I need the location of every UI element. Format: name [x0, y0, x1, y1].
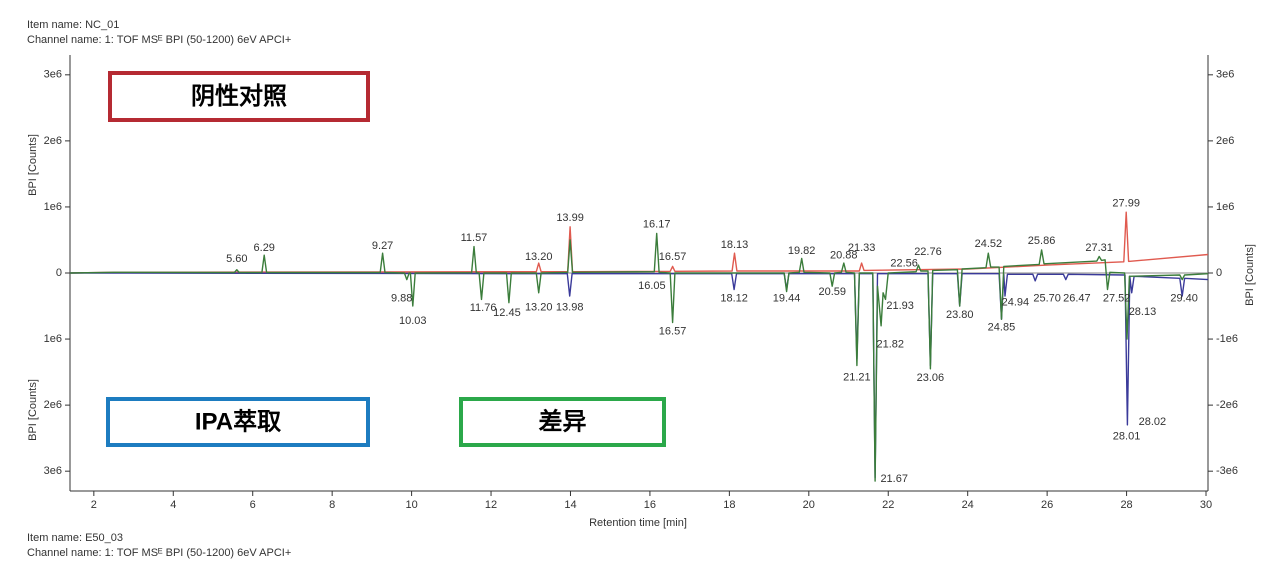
y-axis-label: BPI [Counts] [27, 379, 39, 441]
peak-label: 11.57 [461, 232, 488, 244]
y2-tick-label: -1e6 [1216, 333, 1238, 345]
x-tick-label: 2 [91, 499, 97, 511]
peak-label: 27.99 [1112, 198, 1140, 210]
y2-tick-label: -3e6 [1216, 465, 1238, 477]
peak-label: 10.03 [399, 315, 427, 327]
peak-label: 19.82 [788, 245, 816, 257]
x-tick-label: 30 [1200, 499, 1212, 511]
peak-label: 24.94 [1002, 297, 1030, 309]
x-axis-label: Retention time [min] [589, 517, 687, 529]
peak-label: 20.59 [818, 286, 846, 298]
x-tick-label: 6 [250, 499, 256, 511]
y-tick-label: 3e6 [44, 69, 62, 81]
peak-label: 6.29 [254, 242, 275, 254]
peak-label: 13.98 [556, 301, 584, 313]
peak-label: 22.56 [890, 258, 918, 270]
peak-label: 21.33 [848, 242, 876, 254]
peak-label: 27.52 [1103, 293, 1131, 305]
peak-label: 27.31 [1085, 242, 1113, 254]
peak-label: 18.12 [720, 293, 748, 305]
legend-label: 差异 [539, 407, 587, 435]
x-tick-label: 10 [405, 499, 417, 511]
x-tick-label: 18 [723, 499, 735, 511]
peak-label: 23.06 [917, 372, 945, 384]
peak-label: 28.01 [1113, 431, 1141, 443]
y-tick-label: 3e6 [44, 465, 62, 477]
peak-label: 16.57 [659, 326, 687, 338]
peak-label: 28.13 [1129, 306, 1157, 318]
peak-label: 25.70 [1033, 293, 1061, 305]
y2-axis-label: BPI [Counts] [1244, 244, 1256, 306]
peak-label: 28.02 [1139, 416, 1167, 428]
peak-label: 5.60 [226, 253, 247, 265]
x-tick-label: 24 [962, 499, 974, 511]
y-axis-label: BPI [Counts] [27, 134, 39, 196]
peak-label: 24.52 [975, 238, 1003, 250]
y-tick-label: 2e6 [44, 399, 62, 411]
peak-label: 9.27 [372, 240, 393, 252]
y2-tick-label: 0 [1216, 267, 1222, 279]
y-tick-label: 2e6 [44, 135, 62, 147]
x-tick-label: 26 [1041, 499, 1053, 511]
peak-label: 16.17 [643, 219, 671, 231]
y-tick-label: 1e6 [44, 333, 62, 345]
peak-label: 11.76 [470, 302, 497, 314]
y2-tick-label: -2e6 [1216, 399, 1238, 411]
peak-label: 13.20 [525, 301, 553, 313]
legend-box [108, 71, 370, 122]
y2-tick-label: 3e6 [1216, 69, 1234, 81]
legend-box [459, 397, 666, 447]
x-tick-label: 22 [882, 499, 894, 511]
x-tick-label: 28 [1120, 499, 1132, 511]
header-line: Channel name: 1: TOF MSᴱ BPI (50-1200) 6… [27, 34, 291, 46]
footer-line: Item name: E50_03 [27, 532, 123, 544]
peak-label: 16.57 [659, 251, 687, 263]
series-line [69, 211, 1209, 274]
legend-label: IPA萃取 [195, 408, 281, 435]
peak-label: 29.40 [1170, 293, 1198, 305]
x-tick-label: 20 [803, 499, 815, 511]
peak-label: 21.67 [880, 473, 908, 485]
legend-box [106, 397, 370, 447]
x-tick-label: 12 [485, 499, 497, 511]
header-line: Item name: NC_01 [27, 19, 119, 31]
x-tick-label: 8 [329, 499, 335, 511]
peak-label: 26.47 [1063, 293, 1091, 305]
series-line [69, 232, 1209, 482]
peak-label: 21.82 [876, 338, 904, 350]
peak-label: 16.05 [638, 280, 666, 292]
peak-label: 22.76 [914, 246, 942, 258]
peak-label: 19.44 [773, 293, 801, 305]
peak-label: 9.88 [391, 293, 412, 305]
x-tick-label: 4 [170, 499, 176, 511]
footer-line: Channel name: 1: TOF MSᴱ BPI (50-1200) 6… [27, 547, 291, 559]
legend-label: 阴性对照 [191, 83, 287, 110]
peak-label: 25.86 [1028, 235, 1056, 247]
peak-label: 18.13 [721, 239, 749, 251]
peak-label: 13.20 [525, 251, 553, 263]
peak-label: 21.21 [843, 371, 871, 383]
peak-label: 21.93 [886, 300, 914, 312]
peak-label: 24.85 [988, 322, 1016, 334]
peak-label: 13.99 [556, 212, 584, 224]
peak-label: 23.80 [946, 309, 974, 321]
x-tick-label: 16 [644, 499, 656, 511]
x-tick-label: 14 [564, 499, 576, 511]
y-tick-label: 1e6 [44, 201, 62, 213]
y2-tick-label: 1e6 [1216, 201, 1234, 213]
peak-label: 12.45 [493, 307, 521, 319]
y2-tick-label: 2e6 [1216, 135, 1234, 147]
y-tick-label: 0 [56, 267, 62, 279]
peak-label: 20.88 [830, 250, 858, 262]
